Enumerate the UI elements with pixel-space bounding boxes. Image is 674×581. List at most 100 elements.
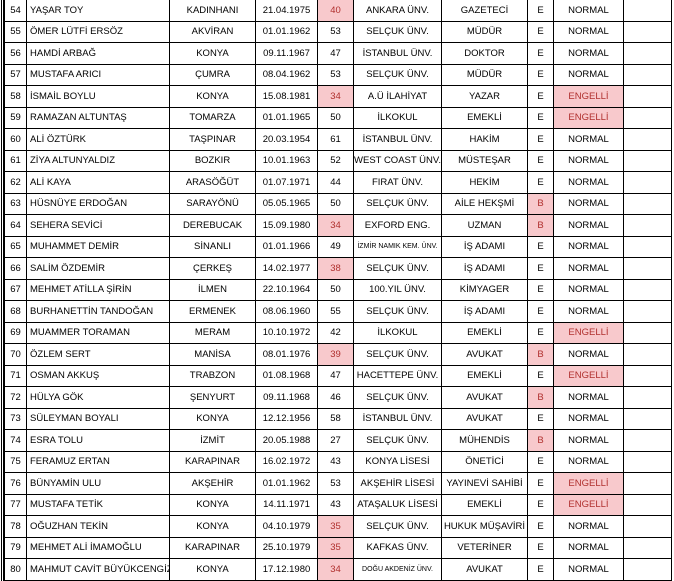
city-cell[interactable]: KONYA (169, 515, 256, 538)
name-cell[interactable]: BURHANETTİN TANDOĞAN (26, 300, 170, 323)
status-cell[interactable]: ENGELLİ (553, 472, 624, 495)
birth-date-cell[interactable]: 04.10.1979 (255, 515, 318, 538)
gender-cell[interactable]: E (527, 106, 554, 129)
status-cell[interactable]: NORMAL (553, 128, 624, 151)
city-cell[interactable]: MANİSA (169, 343, 256, 366)
school-cell[interactable]: SELÇUK ÜNV. (353, 343, 442, 366)
name-cell[interactable]: HAMDİ ARBAĞ (26, 42, 170, 65)
gender-cell[interactable]: E (527, 278, 554, 301)
age-cell[interactable]: 53 (317, 472, 354, 495)
gender-cell[interactable]: B (527, 214, 554, 237)
school-cell[interactable]: EXFORD ENG. (353, 214, 442, 237)
job-cell[interactable]: İŞ ADAMI (441, 235, 528, 258)
city-cell[interactable]: ŞENYURT (169, 386, 256, 409)
school-cell[interactable]: SELÇUK ÜNV. (353, 63, 442, 86)
status-cell[interactable]: NORMAL (553, 20, 624, 43)
job-cell[interactable]: VETERİNER (441, 536, 528, 559)
status-cell[interactable]: NORMAL (553, 386, 624, 409)
job-cell[interactable]: AVUKAT (441, 558, 528, 581)
city-cell[interactable]: DEREBUCAK (169, 214, 256, 237)
name-cell[interactable]: ALİ KAYA (26, 171, 170, 194)
gender-cell[interactable]: E (527, 300, 554, 323)
status-cell[interactable]: ENGELLİ (553, 493, 624, 516)
row-number[interactable]: 65 (4, 235, 27, 258)
job-cell[interactable]: HAKİM (441, 128, 528, 151)
gender-cell[interactable]: E (527, 536, 554, 559)
empty-cell[interactable] (623, 85, 672, 108)
name-cell[interactable]: SÜLEYMAN BOYALI (26, 407, 170, 430)
age-cell[interactable]: 58 (317, 407, 354, 430)
city-cell[interactable]: ÇERKEŞ (169, 257, 256, 280)
status-cell[interactable]: NORMAL (553, 278, 624, 301)
age-cell[interactable]: 27 (317, 429, 354, 452)
empty-cell[interactable] (623, 128, 672, 151)
city-cell[interactable]: TOMARZA (169, 106, 256, 129)
gender-cell[interactable]: E (527, 558, 554, 581)
job-cell[interactable]: EMEKLİ (441, 321, 528, 344)
gender-cell[interactable]: E (527, 364, 554, 387)
school-cell[interactable]: KAFKAS ÜNV. (353, 536, 442, 559)
school-cell[interactable]: ANKARA ÜNV. (353, 0, 442, 22)
birth-date-cell[interactable]: 20.05.1988 (255, 429, 318, 452)
age-cell[interactable]: 61 (317, 128, 354, 151)
row-number[interactable]: 71 (4, 364, 27, 387)
empty-cell[interactable] (623, 235, 672, 258)
age-cell[interactable]: 43 (317, 493, 354, 516)
age-cell[interactable]: 39 (317, 343, 354, 366)
job-cell[interactable]: MÜSTEŞAR (441, 149, 528, 172)
row-number[interactable]: 61 (4, 149, 27, 172)
school-cell[interactable]: SELÇUK ÜNV. (353, 515, 442, 538)
gender-cell[interactable]: E (527, 128, 554, 151)
age-cell[interactable]: 50 (317, 192, 354, 215)
status-cell[interactable]: NORMAL (553, 63, 624, 86)
name-cell[interactable]: HÜLYA GÖK (26, 386, 170, 409)
birth-date-cell[interactable]: 16.02.1972 (255, 450, 318, 473)
row-number[interactable]: 56 (4, 42, 27, 65)
city-cell[interactable]: AKŞEHİR (169, 472, 256, 495)
empty-cell[interactable] (623, 558, 672, 581)
birth-date-cell[interactable]: 05.05.1965 (255, 192, 318, 215)
school-cell[interactable]: HACETTEPE ÜNV. (353, 364, 442, 387)
empty-cell[interactable] (623, 300, 672, 323)
age-cell[interactable]: 40 (317, 0, 354, 22)
gender-cell[interactable]: E (527, 407, 554, 430)
age-cell[interactable]: 47 (317, 364, 354, 387)
school-cell[interactable]: 100.YIL ÜNV. (353, 278, 442, 301)
age-cell[interactable]: 34 (317, 85, 354, 108)
age-cell[interactable]: 44 (317, 171, 354, 194)
school-cell[interactable]: İZMİR NAMIK KEM. ÜNV. (353, 235, 442, 258)
birth-date-cell[interactable]: 01.07.1971 (255, 171, 318, 194)
school-cell[interactable]: İLKOKUL (353, 321, 442, 344)
empty-cell[interactable] (623, 536, 672, 559)
age-cell[interactable]: 47 (317, 42, 354, 65)
school-cell[interactable]: İSTANBUL ÜNV. (353, 128, 442, 151)
status-cell[interactable]: NORMAL (553, 214, 624, 237)
city-cell[interactable]: KARAPINAR (169, 536, 256, 559)
gender-cell[interactable]: E (527, 63, 554, 86)
status-cell[interactable]: ENGELLİ (553, 106, 624, 129)
status-cell[interactable]: NORMAL (553, 235, 624, 258)
birth-date-cell[interactable]: 09.11.1967 (255, 42, 318, 65)
status-cell[interactable]: NORMAL (553, 429, 624, 452)
job-cell[interactable]: UZMAN (441, 214, 528, 237)
job-cell[interactable]: İŞ ADAMI (441, 300, 528, 323)
gender-cell[interactable]: E (527, 472, 554, 495)
row-number[interactable]: 77 (4, 493, 27, 516)
name-cell[interactable]: OĞUZHAN TEKİN (26, 515, 170, 538)
row-number[interactable]: 63 (4, 192, 27, 215)
age-cell[interactable]: 42 (317, 321, 354, 344)
job-cell[interactable]: EMEKLİ (441, 106, 528, 129)
name-cell[interactable]: MUHAMMET DEMİR (26, 235, 170, 258)
gender-cell[interactable]: E (527, 149, 554, 172)
row-number[interactable]: 68 (4, 300, 27, 323)
row-number[interactable]: 55 (4, 20, 27, 43)
city-cell[interactable]: İZMİT (169, 429, 256, 452)
gender-cell[interactable]: E (527, 450, 554, 473)
row-number[interactable]: 57 (4, 63, 27, 86)
empty-cell[interactable] (623, 493, 672, 516)
city-cell[interactable]: KONYA (169, 407, 256, 430)
name-cell[interactable]: MUSTAFA ARICI (26, 63, 170, 86)
job-cell[interactable]: MÜHENDİS (441, 429, 528, 452)
row-number[interactable]: 62 (4, 171, 27, 194)
empty-cell[interactable] (623, 0, 672, 22)
